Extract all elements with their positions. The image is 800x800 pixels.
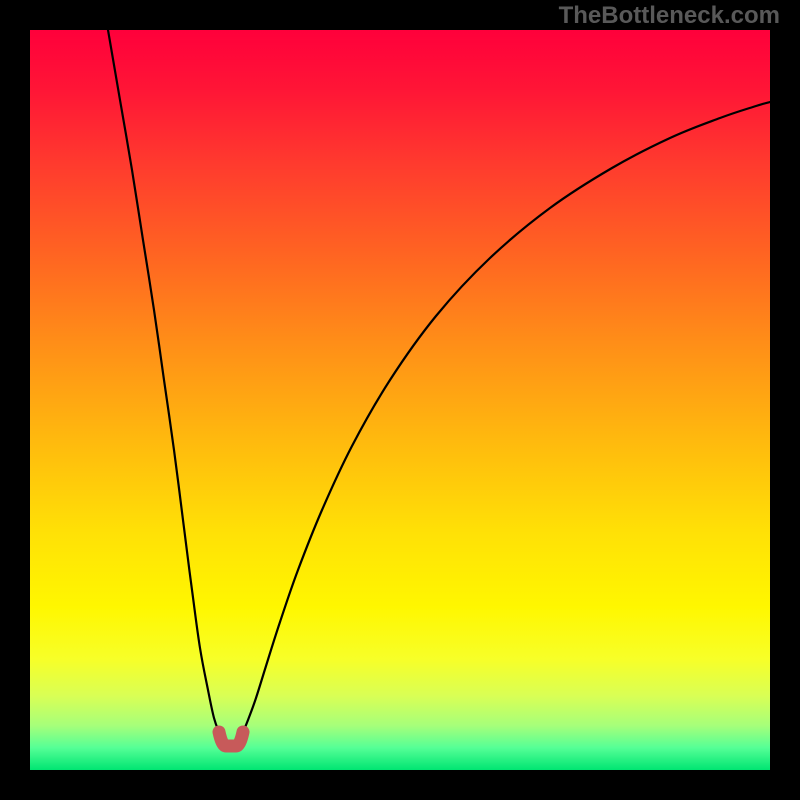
curve-dip-marker [219, 732, 243, 746]
chart-frame: TheBottleneck.com [0, 0, 800, 800]
curve-right-branch [243, 102, 770, 732]
curve-layer [30, 30, 770, 770]
plot-area [30, 30, 770, 770]
curve-left-branch [108, 30, 219, 732]
watermark-text: TheBottleneck.com [559, 2, 780, 30]
